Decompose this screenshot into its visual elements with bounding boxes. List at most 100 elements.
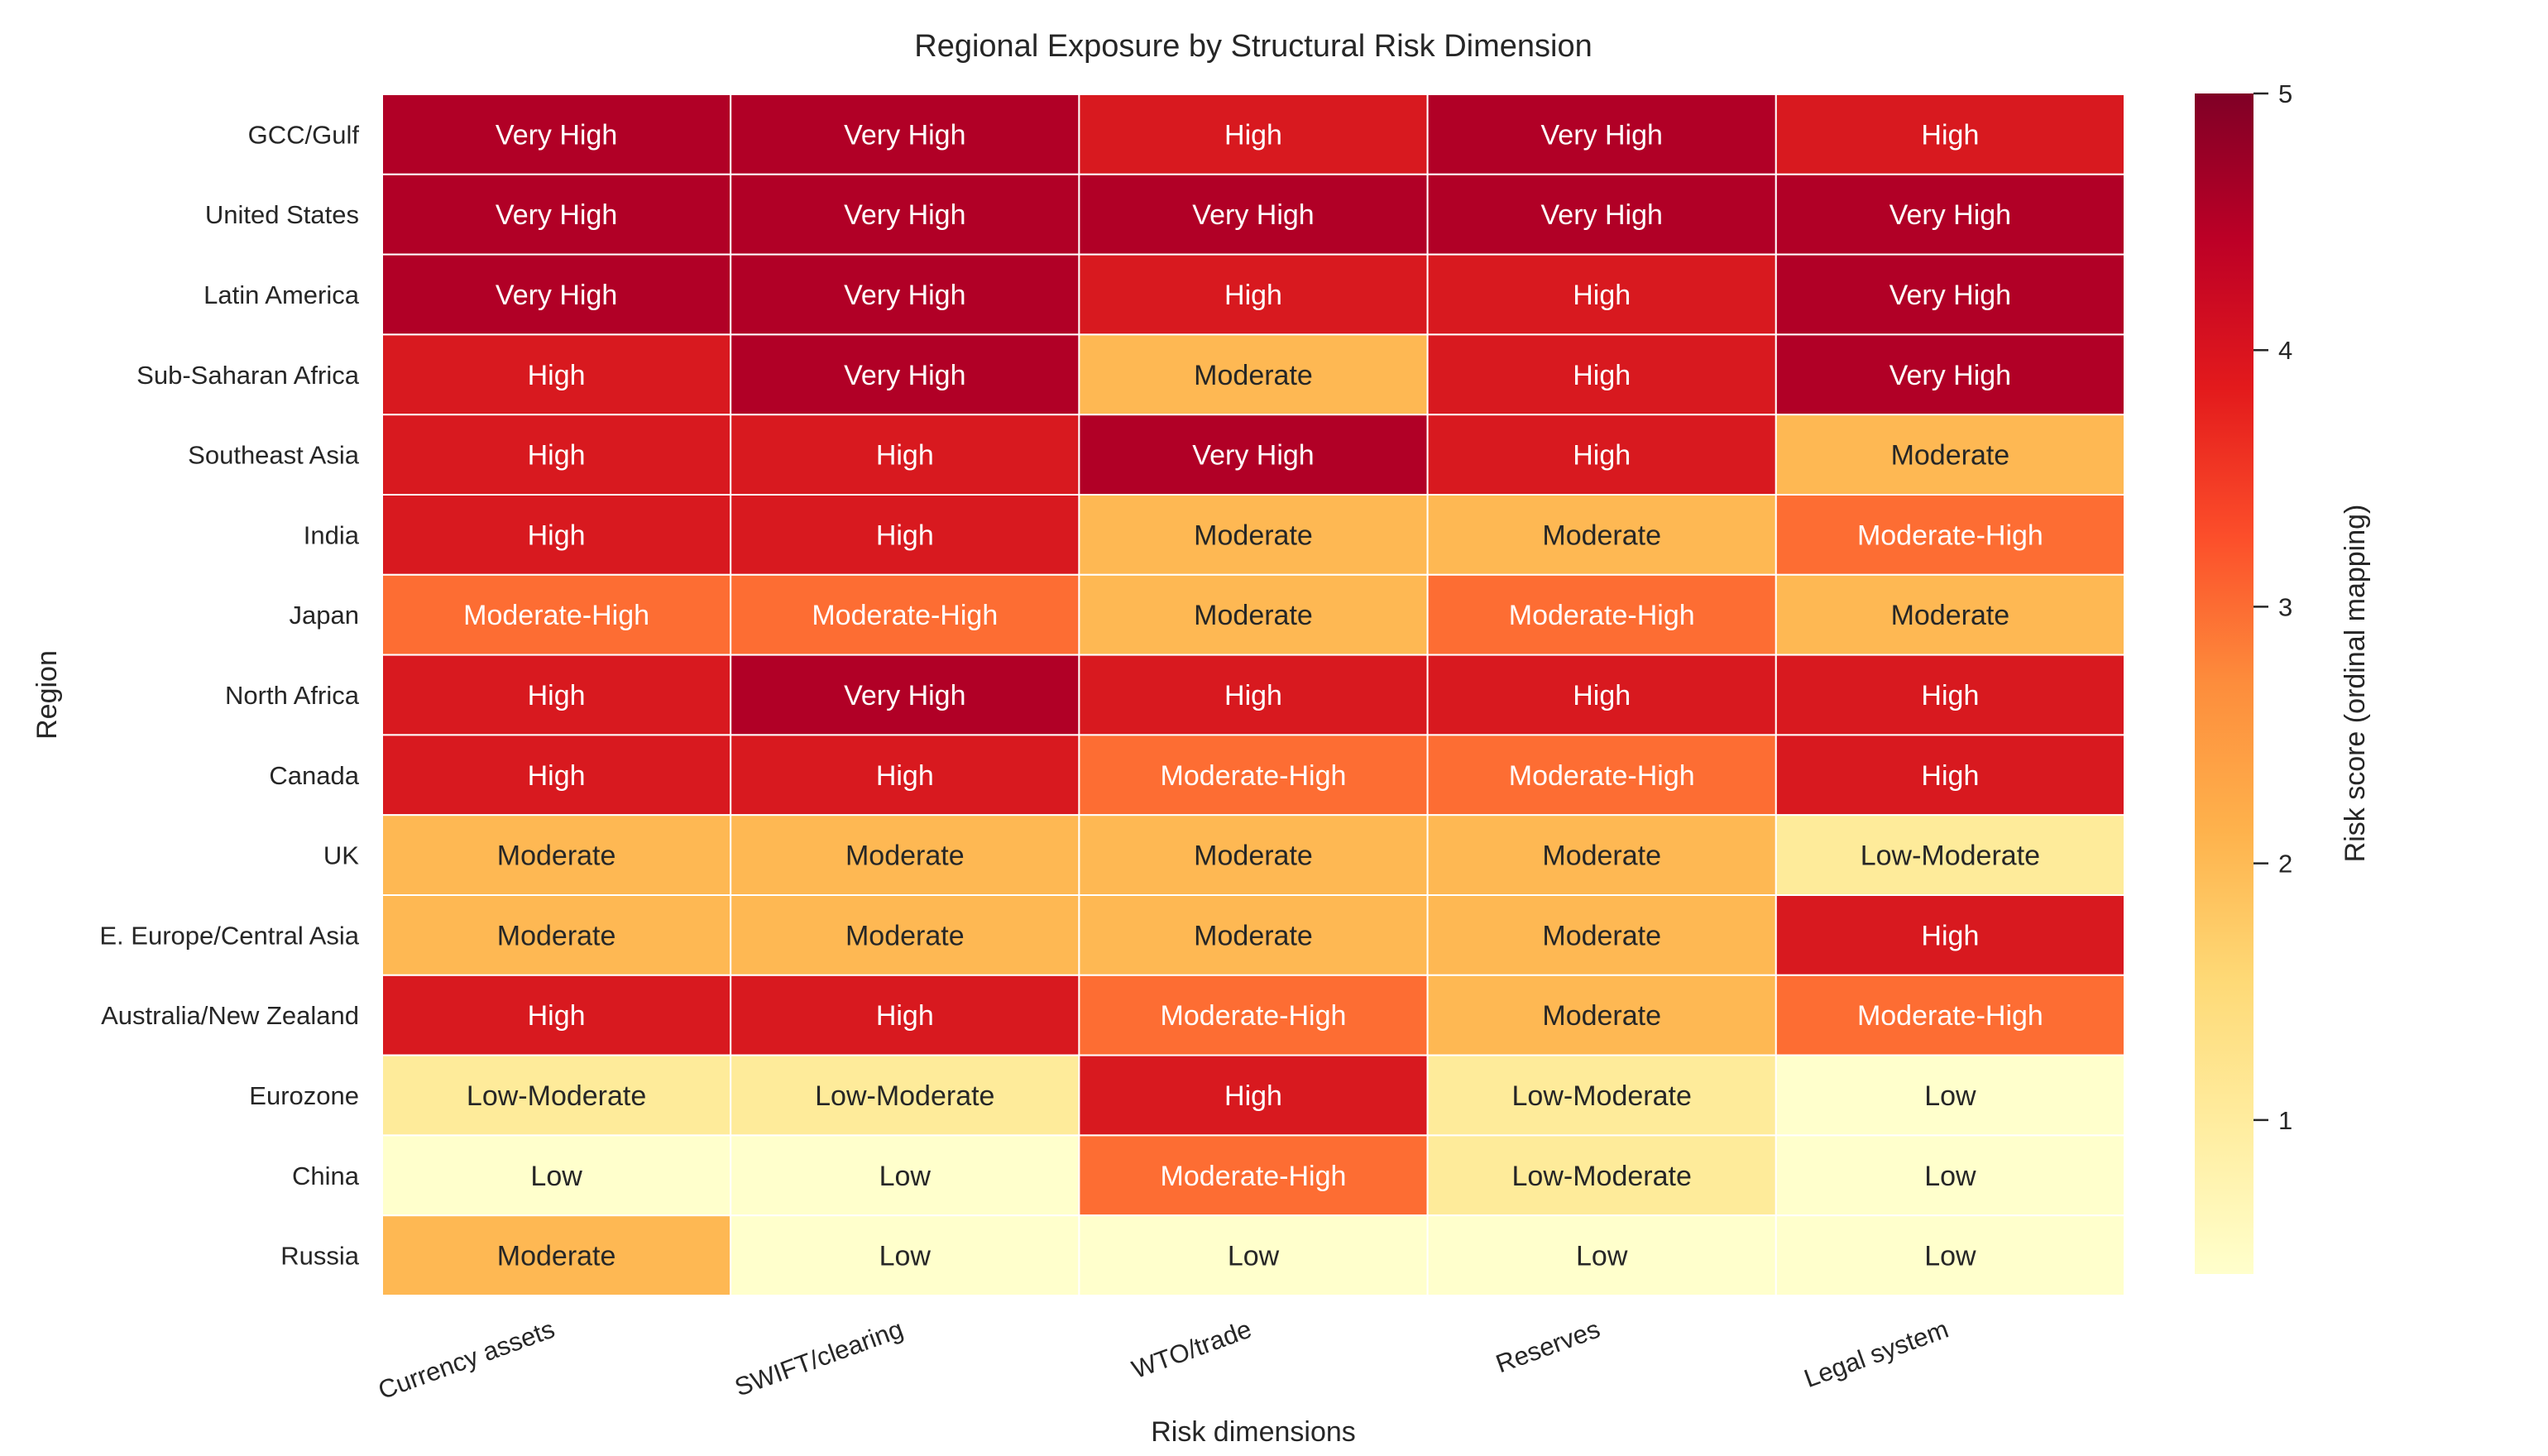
- heatmap-cell-rect: [1426, 974, 1777, 1056]
- heatmap-cell: High: [1774, 734, 2126, 817]
- heatmap-cell: Moderate: [730, 894, 1080, 976]
- heatmap-cell: High: [730, 974, 1080, 1056]
- cell-label: Low: [530, 1161, 582, 1192]
- y-tick-label: E. Europe/Central Asia: [99, 921, 359, 950]
- heatmap-cell-rect: [1774, 734, 2126, 817]
- heatmap-cell-rect: [730, 814, 1080, 897]
- colorbar: 1 2 3 4 5 Risk score (ordinal mapping): [2195, 79, 2371, 1274]
- cell-label: High: [1224, 119, 1282, 151]
- heatmap-cell-rect: [730, 1134, 1080, 1217]
- heatmap-cell-rect: [1774, 173, 2126, 256]
- cell-label: High: [1224, 280, 1282, 311]
- heatmap-cell: Moderate: [1078, 573, 1429, 656]
- cell-label: High: [876, 1000, 934, 1032]
- y-tick-label: GCC/Gulf: [248, 120, 360, 149]
- cell-label: Very High: [844, 280, 965, 311]
- y-tick-label: Sub-Saharan Africa: [136, 361, 360, 390]
- cell-label: Moderate: [845, 841, 965, 872]
- cell-label: High: [528, 760, 586, 792]
- heatmap-cell-rect: [381, 414, 732, 496]
- heatmap-cell-rect: [1774, 1214, 2126, 1296]
- cell-label: High: [1921, 119, 1979, 151]
- cell-label: Moderate-High: [1161, 760, 1347, 792]
- colorbar-ticks: 1 2 3 4 5: [2253, 79, 2292, 1135]
- cell-label: Very High: [844, 680, 965, 711]
- heatmap-cell: Moderate-High: [1078, 734, 1429, 817]
- heatmap-cell-rect: [381, 814, 732, 897]
- cell-label: Moderate-High: [1857, 520, 2043, 551]
- heatmap-cell-rect: [1078, 414, 1429, 496]
- heatmap-cell: Low: [1078, 1214, 1429, 1296]
- heatmap-cell-rect: [1426, 1054, 1777, 1137]
- heatmap-cell: High: [381, 654, 732, 736]
- heatmap-cell-rect: [1426, 654, 1777, 736]
- heatmap-cell: Low: [1774, 1134, 2126, 1217]
- heatmap-cell: Very High: [381, 93, 732, 175]
- x-tick-label: SWIFT/clearing: [730, 1315, 907, 1402]
- heatmap-cell-rect: [1078, 894, 1429, 976]
- colorbar-label: Risk score (ordinal mapping): [2340, 505, 2371, 863]
- colorbar-gradient: [2195, 93, 2253, 1274]
- heatmap-cell-rect: [1426, 814, 1777, 897]
- heatmap-cell: High: [730, 414, 1080, 496]
- heatmap-cell: Very High: [1774, 173, 2126, 256]
- heatmap-cell: Very High: [1426, 93, 1777, 175]
- cell-label: Low: [1576, 1241, 1628, 1272]
- heatmap-cell: Moderate-High: [1774, 494, 2126, 576]
- y-tick-label: Japan: [290, 601, 359, 630]
- heatmap-cells: Very High Very High High Very High High Very …: [381, 93, 2126, 1296]
- y-tick-label: UK: [323, 841, 359, 870]
- heatmap-cell-rect: [730, 494, 1080, 576]
- cell-label: Very High: [1540, 199, 1662, 231]
- cell-label: Very High: [844, 360, 965, 391]
- heatmap-cell: Very High: [730, 654, 1080, 736]
- cell-label: Low: [879, 1161, 932, 1192]
- cell-label: Very High: [496, 280, 617, 311]
- heatmap-cell-rect: [381, 333, 732, 416]
- x-axis-label: Risk dimensions: [1151, 1416, 1356, 1448]
- heatmap-cell: Moderate: [1078, 494, 1429, 576]
- cell-label: Moderate: [1194, 841, 1313, 872]
- heatmap-cell: Moderate-High: [1426, 734, 1777, 817]
- cell-label: High: [876, 440, 934, 472]
- heatmap-cell-rect: [381, 1134, 732, 1217]
- heatmap-cell: Very High: [1426, 173, 1777, 256]
- heatmap-cell: Very High: [730, 333, 1080, 416]
- heatmap-cell: Low: [381, 1134, 732, 1217]
- colorbar-tick-label: 2: [2278, 850, 2292, 879]
- heatmap-cell: Moderate-High: [1078, 1134, 1429, 1217]
- heatmap-cell: High: [381, 974, 732, 1056]
- cell-label: Very High: [1540, 119, 1662, 151]
- heatmap-cell-rect: [1774, 414, 2126, 496]
- heatmap-cell: High: [730, 734, 1080, 817]
- heatmap-cell: Moderate: [1426, 494, 1777, 576]
- heatmap-cell-rect: [381, 894, 732, 976]
- cell-label: Low-Moderate: [815, 1080, 994, 1112]
- heatmap-cell: Low: [1774, 1214, 2126, 1296]
- heatmap-cell-rect: [730, 734, 1080, 817]
- heatmap-cell: Very High: [1078, 414, 1429, 496]
- heatmap-cell-rect: [1774, 654, 2126, 736]
- heatmap-cell: Low-Moderate: [1426, 1054, 1777, 1137]
- heatmap-cell-rect: [1078, 253, 1429, 336]
- cell-label: High: [1921, 680, 1979, 711]
- y-tick-label: Southeast Asia: [188, 441, 360, 470]
- heatmap-cell-rect: [1426, 494, 1777, 576]
- cell-label: High: [1573, 280, 1631, 311]
- cell-label: Moderate: [1194, 920, 1313, 951]
- cell-label: Moderate-High: [463, 600, 649, 631]
- cell-label: Moderate: [497, 841, 616, 872]
- heatmap-cell-rect: [1426, 1214, 1777, 1296]
- colorbar-tick-label: 4: [2278, 336, 2292, 365]
- cell-label: Very High: [1192, 199, 1314, 231]
- heatmap-cell: Moderate: [1078, 894, 1429, 976]
- cell-label: Moderate: [497, 920, 616, 951]
- heatmap-cell-rect: [1774, 814, 2126, 897]
- heatmap-cell: Very High: [1774, 333, 2126, 416]
- cell-label: Moderate-High: [1509, 760, 1695, 792]
- cell-label: Low: [1924, 1080, 1976, 1112]
- y-tick-label: Russia: [280, 1242, 360, 1271]
- cell-label: Moderate: [1891, 440, 2010, 472]
- y-tick-label: Eurozone: [249, 1081, 359, 1110]
- heatmap-cell: Low: [1426, 1214, 1777, 1296]
